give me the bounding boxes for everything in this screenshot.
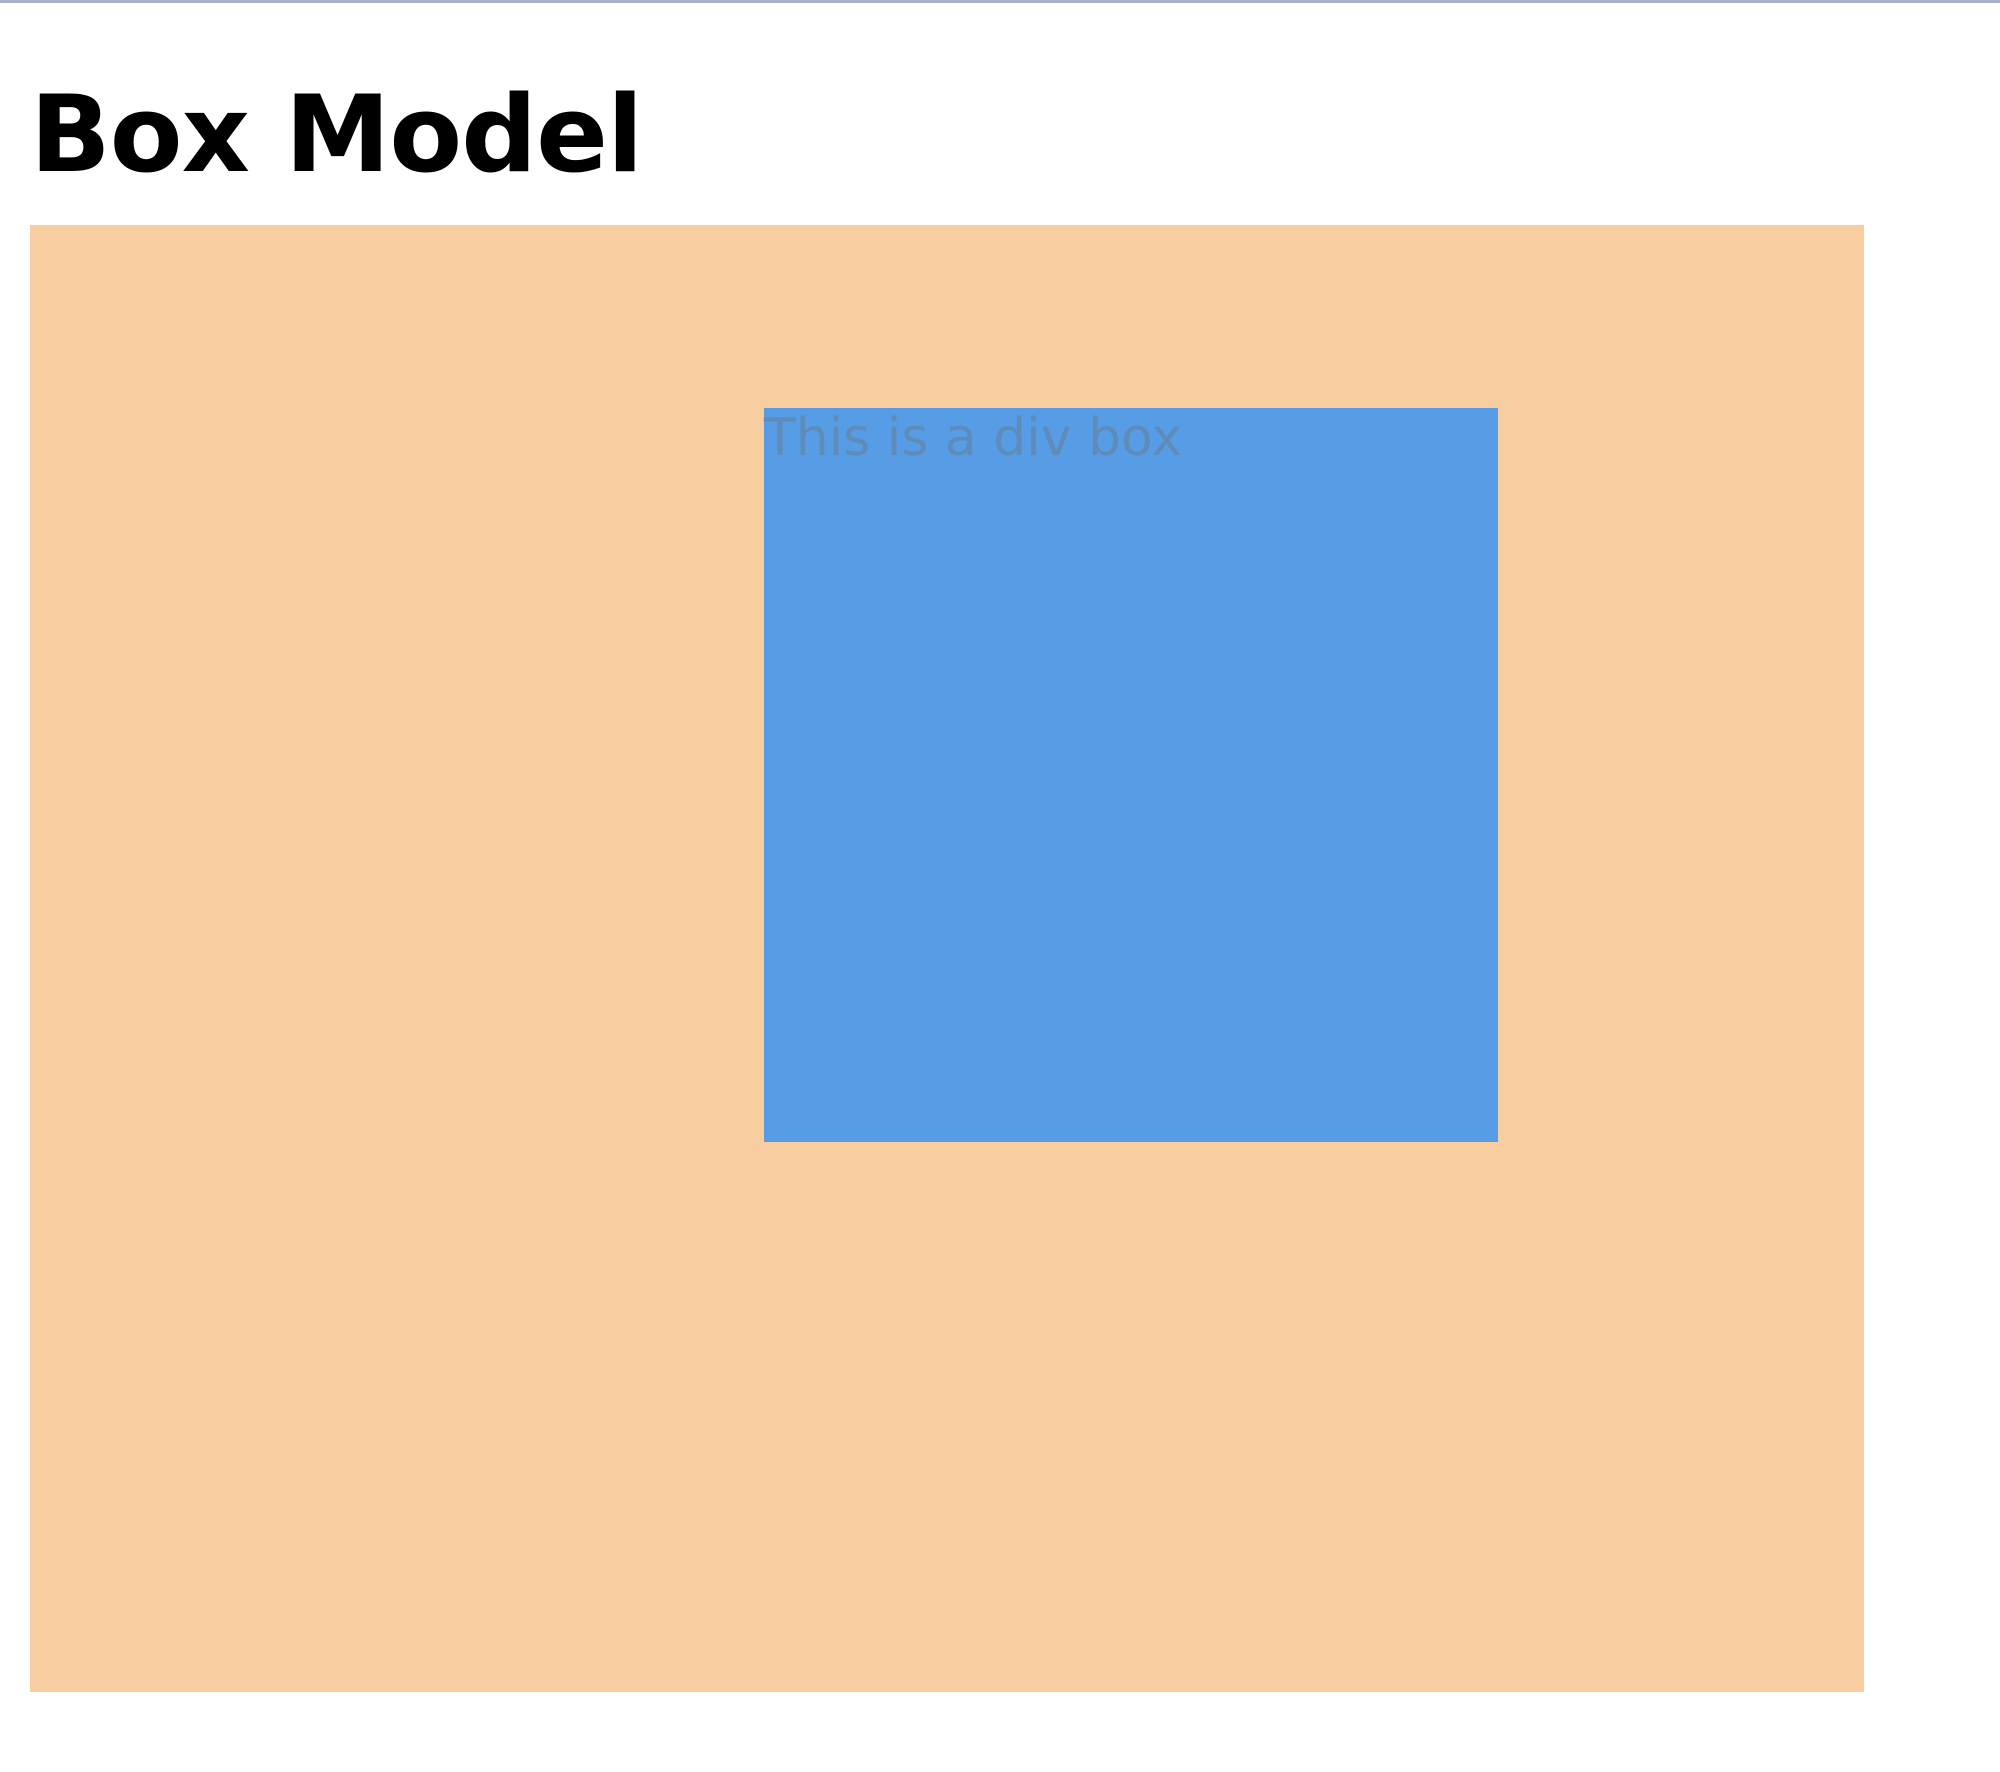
top-divider [0,0,2000,3]
outer-box: This is a div box [30,225,1864,1692]
div-box-label: This is a div box [764,408,1183,468]
page-title: Box Model [30,73,643,196]
div-box: This is a div box [764,408,1498,1142]
